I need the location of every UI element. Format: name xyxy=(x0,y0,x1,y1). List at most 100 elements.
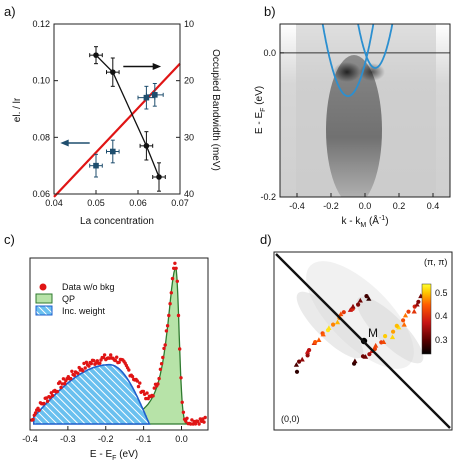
data-point xyxy=(31,417,35,422)
data-point xyxy=(45,399,50,403)
k-point-circle xyxy=(364,294,369,299)
k-point-triangle xyxy=(299,356,305,362)
data-point xyxy=(181,410,186,414)
k-point-circle xyxy=(313,340,318,345)
data-point xyxy=(161,355,165,360)
data-point xyxy=(144,396,148,401)
k-point-triangle xyxy=(338,311,344,317)
data-point xyxy=(138,381,142,385)
data-point xyxy=(167,313,171,318)
y-tick-label: 0.10 xyxy=(32,76,50,86)
panel-c-frame xyxy=(29,257,209,431)
data-point xyxy=(172,266,176,270)
data-point xyxy=(83,366,87,370)
panel-a-y2label: Occupied Bandwidth (meV) xyxy=(210,49,221,171)
data-point xyxy=(101,355,106,360)
x-tick-label: 0.06 xyxy=(129,198,147,208)
k-point-triangle xyxy=(366,296,372,301)
panel-c-chart: -0.4 -0.3 -0.2 -0.1 0.0 E - EF (eV) Data w/o… xyxy=(22,257,209,462)
k-point-triangle xyxy=(396,324,402,330)
data-point xyxy=(37,408,41,412)
data-point xyxy=(84,360,89,364)
data-point xyxy=(76,371,80,375)
y-tick-label: 0.12 xyxy=(32,19,50,29)
data-point xyxy=(72,373,77,377)
legend-swatch-incoherent xyxy=(35,305,53,316)
y-tick-label: 0.08 xyxy=(32,132,50,142)
y2-tick-label: 20 xyxy=(184,76,194,86)
k-point-triangle xyxy=(357,297,363,303)
data-point xyxy=(170,276,175,281)
data-point xyxy=(178,347,182,351)
panel-label-a: a) xyxy=(4,4,16,19)
data-point xyxy=(185,416,189,420)
k-point-triangle xyxy=(293,362,299,367)
x-tick-label: 0.0 xyxy=(175,434,188,444)
panel-label-d: d) xyxy=(260,232,272,247)
legend-label-incoherent: Inc. weight xyxy=(62,306,106,316)
k-point-triangle xyxy=(411,308,417,314)
panel-d-origin-label: (0,0) xyxy=(281,414,300,424)
k-point-circle xyxy=(372,346,377,352)
panel-d-chart: (0,0) (π, π) M 0.5 0.4 0.3 xyxy=(273,251,453,431)
intensity-blob xyxy=(356,296,424,364)
k-point-circle xyxy=(394,323,399,328)
data-point xyxy=(157,376,161,381)
data-point xyxy=(165,324,170,328)
k-point-circle xyxy=(391,329,396,334)
fit-line xyxy=(53,62,181,198)
x-tick-label: 0.4 xyxy=(427,201,440,211)
panel-d-diagonal xyxy=(275,253,451,429)
data-point xyxy=(62,382,67,386)
data-point xyxy=(55,389,59,394)
k-point-triangle xyxy=(334,319,341,325)
data-point xyxy=(190,418,194,422)
data-point xyxy=(158,367,163,371)
data-point xyxy=(203,415,207,420)
k-point-triangle xyxy=(381,339,387,344)
colorbar-tick-label: 0.5 xyxy=(435,288,448,298)
data-point xyxy=(42,401,46,406)
k-point-circle xyxy=(383,334,388,339)
panel-c-legend: Data w/o bkg QP Inc. weight xyxy=(35,282,115,316)
band-dispersion-line xyxy=(321,24,375,98)
band-dispersion-line xyxy=(357,24,394,69)
x-tick-label: 0.2 xyxy=(393,201,406,211)
data-point xyxy=(70,369,74,373)
data-point xyxy=(50,393,55,398)
data-point xyxy=(136,384,141,389)
data-point-circle xyxy=(93,52,99,58)
intensity-blob xyxy=(306,261,414,369)
data-point xyxy=(135,379,139,383)
k-point-circle xyxy=(416,299,421,304)
data-point xyxy=(81,369,85,373)
x-tick-label: -0.4 xyxy=(22,434,38,444)
legend-label-data: Data w/o bkg xyxy=(62,282,115,292)
panel-label-b: b) xyxy=(264,4,276,19)
panel-a-xlabel: La concentration xyxy=(80,216,154,227)
k-point-circle xyxy=(305,353,310,358)
k-point-circle xyxy=(401,318,406,323)
data-point xyxy=(141,389,146,394)
data-point xyxy=(202,420,206,424)
data-point xyxy=(102,353,107,357)
data-point-circle xyxy=(143,143,150,149)
data-point xyxy=(115,355,119,359)
y-tick-label: -0.2 xyxy=(260,192,276,202)
data-point xyxy=(156,382,160,386)
x-tick-label: -0.3 xyxy=(60,434,76,444)
panel-a-frame xyxy=(53,23,181,195)
data-point-circle xyxy=(156,174,162,180)
data-point-square xyxy=(143,94,150,101)
data-point xyxy=(117,360,121,364)
data-point xyxy=(89,361,94,366)
k-point-triangle xyxy=(401,321,407,327)
legend-swatch-qp xyxy=(35,293,53,304)
x-tick-label: 0.0 xyxy=(359,201,372,211)
k-point-circle xyxy=(331,322,336,327)
series-line-right xyxy=(95,54,160,178)
data-point xyxy=(164,329,169,333)
k-point-circle xyxy=(307,348,312,353)
k-point-triangle xyxy=(402,312,409,318)
